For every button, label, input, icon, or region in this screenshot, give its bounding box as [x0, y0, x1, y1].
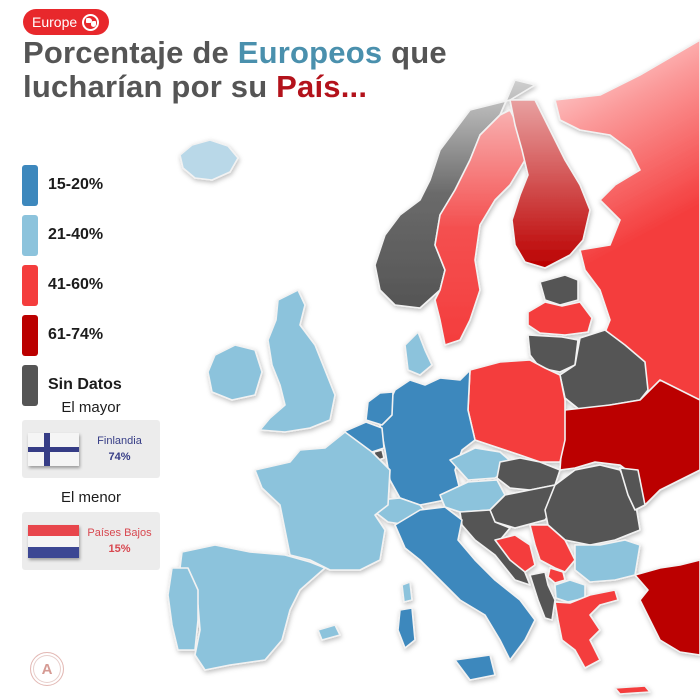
region-sicily — [454, 654, 496, 681]
legend-swatch — [22, 364, 38, 406]
region-germany — [379, 369, 476, 506]
legend-swatch — [22, 214, 38, 256]
region-russia — [554, 39, 700, 431]
region-balearic — [317, 624, 341, 641]
page-title: Porcentaje de Europeos que lucharían por… — [23, 36, 447, 104]
finland-flag-icon — [28, 432, 79, 466]
legend-item-21-40: 21-40% — [22, 210, 122, 260]
highest-value: 74% — [108, 451, 131, 463]
title-line-2: lucharían por su País... — [23, 69, 368, 104]
lowest-info: Países Bajos 15% — [79, 525, 160, 557]
legend-item-61-74: 61-74% — [22, 310, 122, 360]
highest-heading: El mayor — [61, 399, 121, 416]
map-legend: 15-20% 21-40% 41-60% 61-74% Sin Datos — [22, 160, 122, 410]
region-sardinia — [397, 607, 416, 649]
region-moldova — [619, 467, 646, 511]
lowest-country: Países Bajos — [87, 527, 152, 539]
region-finland — [509, 99, 591, 269]
lowest-heading: El menor — [60, 489, 122, 506]
legend-item-sin-datos: Sin Datos — [22, 360, 122, 410]
region-sweden — [434, 109, 526, 346]
highest-info: Finlandia 74% — [79, 433, 160, 465]
region-denmark — [404, 331, 433, 376]
region-poland — [467, 359, 566, 463]
region-greece — [554, 589, 619, 669]
highest-card: Finlandia 74% — [22, 420, 160, 478]
legend-swatch — [22, 164, 38, 206]
region-badge[interactable]: Europe — [23, 9, 109, 35]
title-highlight-pais: País... — [276, 69, 368, 104]
lowest-card: Países Bajos 15% — [22, 512, 160, 570]
legend-swatch — [22, 314, 38, 356]
legend-label: 41-60% — [48, 276, 104, 293]
region-albania — [529, 571, 556, 621]
region-estonia — [539, 274, 579, 306]
legend-item-15-20: 15-20% — [22, 160, 122, 210]
legend-label: 21-40% — [48, 226, 104, 243]
legend-label: 61-74% — [48, 326, 104, 343]
region-serbia — [529, 524, 576, 573]
region-bosnia — [494, 534, 536, 573]
region-latvia — [527, 301, 593, 336]
region-netherlands — [365, 391, 394, 426]
lowest-value: 15% — [108, 543, 131, 555]
region-portugal — [167, 567, 199, 651]
legend-item-41-60: 41-60% — [22, 260, 122, 310]
title-highlight-europeos: Europeos — [237, 35, 383, 70]
region-kosovo — [547, 567, 566, 584]
region-romania — [544, 464, 641, 546]
region-ireland — [207, 344, 263, 401]
netherlands-flag-icon — [28, 524, 79, 558]
legend-label: 15-20% — [48, 176, 104, 193]
region-ukraine — [559, 379, 700, 511]
legend-label: Sin Datos — [48, 376, 122, 393]
region-turkey — [634, 559, 700, 656]
highest-country: Finlandia — [97, 435, 142, 447]
badge-label: Europe — [32, 14, 78, 30]
region-crete — [614, 685, 651, 695]
region-lithuania — [527, 334, 579, 373]
region-iceland — [179, 139, 239, 181]
region-uk — [259, 289, 336, 433]
region-bulgaria — [574, 539, 641, 583]
globe-icon — [82, 13, 100, 31]
region-corsica — [401, 581, 413, 603]
region-italy — [394, 506, 536, 661]
brand-logo-icon: A — [30, 652, 64, 686]
title-line-1: Porcentaje de Europeos que — [23, 35, 447, 70]
region-spain — [179, 544, 326, 671]
legend-swatch — [22, 264, 38, 306]
region-france — [254, 431, 391, 571]
